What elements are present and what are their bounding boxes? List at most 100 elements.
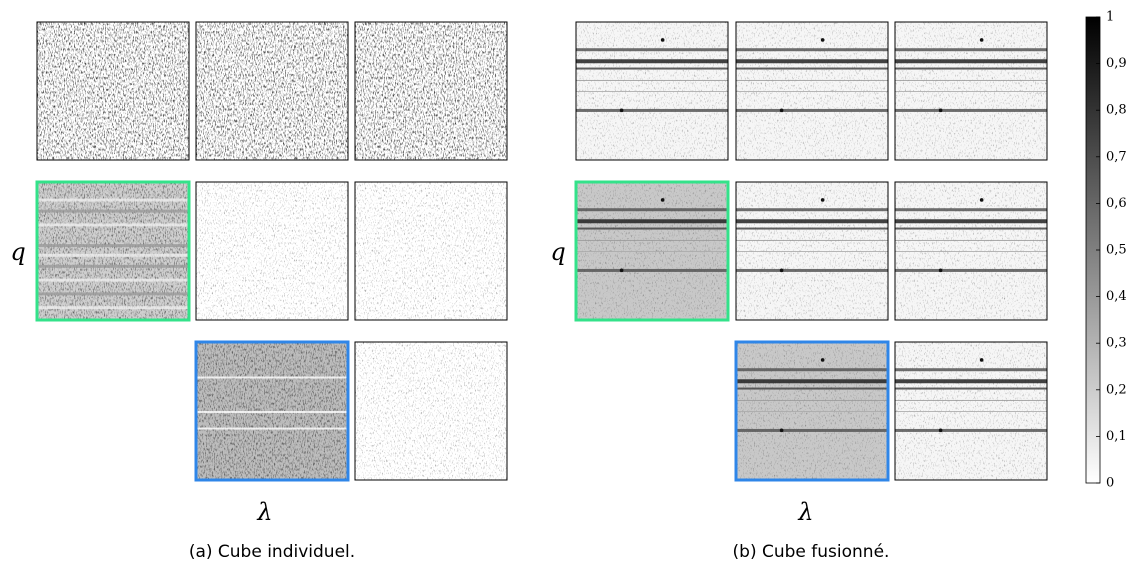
stripe <box>576 219 728 224</box>
spot <box>820 358 825 362</box>
caption: (b) Cube fusionné. <box>733 542 890 562</box>
stripe <box>576 48 728 52</box>
colorbar-tick-label: 0,3 <box>1106 336 1127 351</box>
spot <box>619 268 624 273</box>
stripe <box>576 59 728 64</box>
panel-frame <box>574 180 730 322</box>
spot <box>660 38 665 42</box>
stripe <box>895 219 1047 224</box>
colorbar-tick-label: 0,5 <box>1106 243 1127 258</box>
stripe <box>736 67 888 70</box>
spot <box>938 428 943 433</box>
noise <box>37 22 189 160</box>
stripe <box>895 227 1047 230</box>
stripe <box>895 411 1047 412</box>
stripe <box>736 268 888 272</box>
stripe <box>37 198 189 202</box>
panel <box>36 21 190 161</box>
x-label: λ <box>797 498 813 526</box>
spot <box>779 428 784 433</box>
stripe <box>576 208 728 212</box>
stripe <box>895 79 1047 81</box>
y-label: q <box>10 238 25 266</box>
spot <box>779 268 784 273</box>
colorbar-tick-label: 0,4 <box>1106 289 1127 304</box>
noise <box>355 342 507 480</box>
stripe <box>736 239 888 241</box>
stripe <box>576 108 728 112</box>
panel <box>574 180 730 322</box>
stripe <box>576 79 728 81</box>
noise <box>196 182 348 320</box>
panel-frame <box>194 340 350 482</box>
noise <box>355 182 507 320</box>
colorbar-tick-label: 0,7 <box>1106 149 1127 164</box>
stripe <box>736 428 888 432</box>
panel-frame <box>354 181 508 321</box>
panel-frame <box>195 21 349 161</box>
colorbar-tick-label: 0,1 <box>1106 429 1127 444</box>
stripe <box>37 209 189 213</box>
panel <box>195 181 349 321</box>
panel-frame <box>894 21 1048 161</box>
noise <box>196 22 348 160</box>
stripe <box>736 48 888 52</box>
stripe <box>895 67 1047 70</box>
stripe <box>736 411 888 412</box>
panel-frame <box>354 21 508 161</box>
stripe <box>736 251 888 252</box>
stripe <box>37 278 189 282</box>
panel-frame <box>575 21 729 161</box>
stripe <box>196 376 348 379</box>
panel <box>894 341 1048 481</box>
stripe <box>37 223 189 227</box>
panel-frame <box>35 180 191 322</box>
panel <box>354 181 508 321</box>
y-label: q <box>550 238 565 266</box>
panel <box>575 21 729 161</box>
stripe <box>895 59 1047 64</box>
panel-frame <box>894 181 1048 321</box>
stripe <box>736 91 888 92</box>
stripe <box>895 268 1047 272</box>
stripe <box>736 227 888 230</box>
panel <box>195 21 349 161</box>
stripe <box>895 208 1047 212</box>
stripe <box>576 67 728 70</box>
stripe <box>895 239 1047 241</box>
spot <box>938 108 943 113</box>
stripe <box>196 411 348 413</box>
spot <box>938 268 943 273</box>
panels <box>35 21 1048 482</box>
spot <box>660 198 665 202</box>
spot <box>979 38 984 42</box>
panel-frame <box>36 21 190 161</box>
stripe <box>576 268 728 272</box>
stripe <box>736 379 888 384</box>
stripe <box>895 91 1047 92</box>
stripe <box>576 91 728 92</box>
stripe <box>37 244 189 248</box>
stripe <box>895 379 1047 384</box>
caption: (a) Cube individuel. <box>189 542 355 562</box>
panel-frame <box>894 341 1048 481</box>
panel <box>735 21 889 161</box>
panel-frame <box>354 341 508 481</box>
panel-frame <box>735 181 889 321</box>
colorbar-tick-label: 1 <box>1106 10 1114 25</box>
spot <box>779 108 784 113</box>
panel <box>734 340 890 482</box>
panel <box>35 180 191 322</box>
spot <box>820 198 825 202</box>
panel-frame <box>195 181 349 321</box>
stripe <box>895 48 1047 52</box>
stripe <box>736 208 888 212</box>
stripe <box>736 79 888 81</box>
noise <box>37 182 189 320</box>
stripe <box>576 227 728 230</box>
stripe <box>736 368 888 372</box>
colorbar-tick-label: 0,2 <box>1106 382 1127 397</box>
panel-frame <box>734 340 890 482</box>
stripe <box>736 59 888 64</box>
